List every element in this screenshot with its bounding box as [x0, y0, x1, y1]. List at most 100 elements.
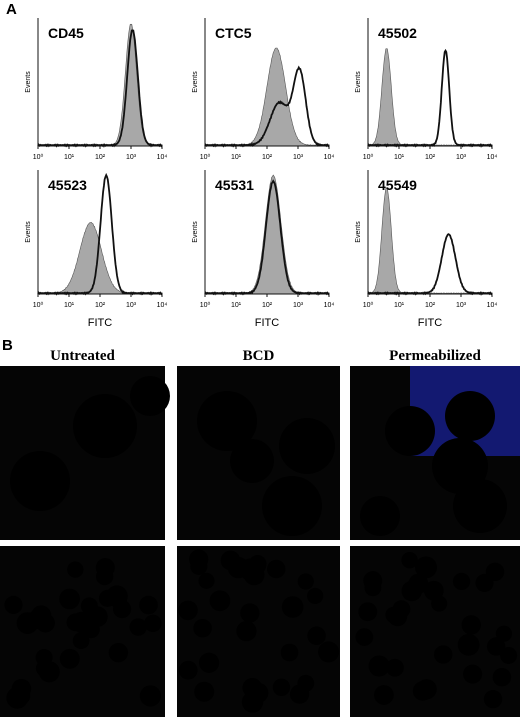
x-tick-label: 10¹ [231, 154, 242, 161]
cell [374, 685, 394, 705]
cell [38, 661, 60, 683]
plot-title: CD45 [48, 25, 84, 41]
stained-histogram [367, 233, 493, 296]
cell [452, 572, 471, 591]
cell [129, 618, 147, 636]
x-tick-label: 10⁰ [363, 301, 374, 309]
cell [193, 618, 212, 638]
plot-title: 45549 [378, 177, 417, 193]
cell [66, 613, 85, 632]
x-tick-label: 10⁴ [487, 302, 498, 309]
cell [236, 621, 257, 642]
x-tick-label: 10¹ [394, 302, 405, 309]
cell [267, 559, 286, 579]
cell [386, 658, 404, 677]
column-label: BCD [243, 348, 275, 364]
x-axis-label: FITC [418, 317, 442, 329]
cell [318, 641, 340, 663]
x-tick-label: 10¹ [64, 302, 75, 309]
cell [495, 625, 513, 642]
cell [355, 628, 374, 646]
cell [178, 600, 198, 621]
y-axis-label: Events [355, 71, 362, 93]
column-label: Untreated [50, 348, 115, 364]
cell [415, 556, 437, 579]
x-tick-label: 10⁰ [200, 153, 211, 161]
x-tick-label: 10³ [293, 154, 304, 161]
cell [401, 551, 418, 569]
x-tick-label: 10¹ [394, 154, 405, 161]
column-label: Permeabilized [389, 348, 481, 364]
cell [289, 684, 310, 704]
x-tick-label: 10² [262, 302, 273, 309]
plot-title: 45502 [378, 25, 417, 41]
cell [59, 648, 80, 669]
cell [139, 685, 161, 707]
cell [485, 562, 505, 582]
x-axis-label: FITC [255, 317, 279, 329]
cell [220, 550, 241, 571]
plot-title: 45531 [215, 177, 254, 193]
cell [95, 567, 114, 586]
cell [280, 643, 299, 662]
cell [463, 664, 483, 684]
x-tick-label: 10² [95, 154, 106, 161]
cell [492, 667, 512, 687]
x-tick-label: 10⁴ [157, 302, 168, 309]
cell [31, 605, 52, 626]
cell [392, 600, 411, 619]
cell [272, 678, 291, 696]
x-tick-label: 10² [425, 302, 436, 309]
x-tick-label: 10³ [126, 154, 137, 161]
control-histogram [367, 187, 493, 295]
cell [59, 588, 80, 610]
stained-histogram [37, 29, 163, 148]
x-tick-label: 10⁴ [324, 302, 335, 309]
x-tick-label: 10⁴ [157, 154, 168, 161]
cell [198, 652, 220, 673]
cell [67, 561, 84, 578]
cell [457, 633, 480, 656]
x-tick-label: 10⁴ [324, 154, 335, 161]
cell [197, 391, 257, 451]
cell [385, 406, 435, 456]
cell [360, 496, 400, 536]
cell [139, 595, 158, 615]
cell [500, 647, 518, 664]
cell [130, 376, 170, 416]
cell [358, 602, 378, 622]
cell [73, 394, 137, 458]
cell [281, 596, 304, 618]
x-tick-label: 10² [262, 154, 273, 161]
cell [12, 687, 31, 705]
x-tick-label: 10³ [126, 302, 137, 309]
y-axis-label: Events [192, 71, 199, 93]
cell [279, 418, 335, 474]
cell [262, 476, 322, 536]
x-tick-label: 10⁰ [363, 153, 374, 161]
cell [461, 615, 481, 635]
x-tick-label: 10¹ [231, 302, 242, 309]
cell [423, 580, 444, 601]
cell [10, 451, 70, 511]
cell [4, 595, 23, 614]
x-tick-label: 10² [425, 154, 436, 161]
y-axis-label: Events [25, 71, 32, 93]
x-tick-label: 10⁴ [487, 154, 498, 161]
cell [486, 637, 506, 656]
x-tick-label: 10⁰ [200, 301, 211, 309]
y-axis-label: Events [355, 221, 362, 243]
x-axis-label: FITC [88, 317, 112, 329]
y-axis-label: Events [25, 221, 32, 243]
cell [297, 573, 314, 590]
x-tick-label: 10⁰ [33, 301, 44, 309]
cell [247, 556, 266, 575]
cell [108, 643, 129, 663]
panel-label: A [6, 1, 17, 18]
plot-title: CTC5 [215, 25, 252, 41]
cell [240, 603, 260, 623]
cell [364, 579, 382, 597]
cell [453, 479, 507, 533]
cell [401, 580, 422, 602]
cell [434, 645, 453, 664]
